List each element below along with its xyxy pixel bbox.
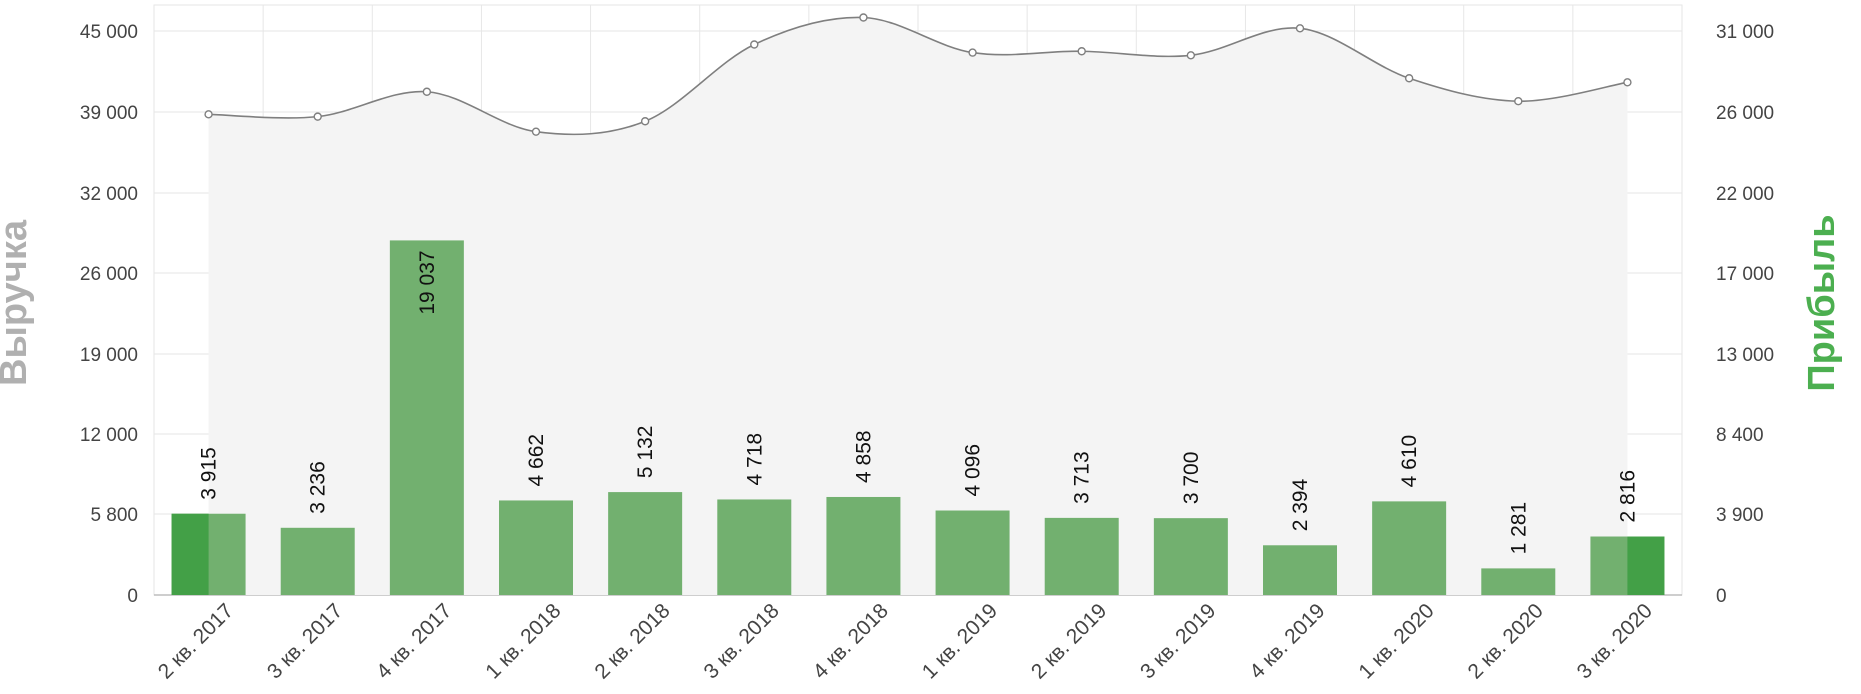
profit-data-label: 3 915 xyxy=(198,447,221,500)
x-tick-label: 1 кв. 2018 xyxy=(481,599,565,683)
right-tick-label: 0 xyxy=(1716,586,1727,607)
revenue-point[interactable] xyxy=(313,112,322,121)
right-tick-label: 17 000 xyxy=(1716,264,1774,285)
profit-bar[interactable] xyxy=(1263,545,1337,595)
revenue-line xyxy=(208,16,1628,136)
profit-bar-highlight xyxy=(171,513,209,595)
left-tick-label: 45 000 xyxy=(80,22,138,43)
profit-data-label: 4 662 xyxy=(525,434,548,487)
x-tick-label: 3 кв. 2019 xyxy=(1136,599,1220,683)
profit-data-label: 5 132 xyxy=(634,426,657,479)
profit-data-labels: 3 915 3 236 19 037 4 662 5 132 4 718 4 858 4 09… xyxy=(198,250,1640,554)
left-axis-ticks: 0 5 800 12 000 19 000 26 000 32 000 39 000 45 0… xyxy=(80,22,138,607)
revenue-point[interactable] xyxy=(640,117,650,126)
revenue-points xyxy=(204,13,1632,136)
revenue-point[interactable] xyxy=(1077,47,1086,56)
left-tick-label: 0 xyxy=(127,586,138,607)
profit-data-label: 3 236 xyxy=(307,461,330,514)
profit-bar[interactable] xyxy=(1372,501,1447,595)
left-tick-label: 5 800 xyxy=(90,505,138,526)
profit-data-label: 19 037 xyxy=(416,250,439,314)
profit-data-label: 3 700 xyxy=(1180,452,1203,505)
profit-bar[interactable] xyxy=(280,527,355,595)
profit-data-label: 1 281 xyxy=(1507,502,1530,555)
x-tick-label: 3 кв. 2017 xyxy=(263,599,347,683)
revenue-point[interactable] xyxy=(859,13,868,22)
revenue-point[interactable] xyxy=(750,40,759,49)
x-axis-ticks: 2 кв. 2017 3 кв. 2017 4 кв. 2017 1 кв. 2018… xyxy=(154,599,1657,683)
profit-data-label: 4 858 xyxy=(852,430,875,483)
profit-bar[interactable] xyxy=(499,500,573,595)
x-tick-label: 3 кв. 2020 xyxy=(1573,599,1657,683)
profit-data-label: 4 096 xyxy=(962,444,985,497)
revenue-area-fill xyxy=(208,17,1628,596)
profit-bar[interactable] xyxy=(608,492,683,595)
profit-bar-highlight xyxy=(1627,536,1665,595)
revenue-point[interactable] xyxy=(1404,74,1414,83)
x-tick-label: 2 кв. 2019 xyxy=(1027,599,1111,683)
left-tick-label: 32 000 xyxy=(80,184,138,205)
x-tick-label: 2 кв. 2017 xyxy=(154,599,238,683)
right-tick-label: 3 900 xyxy=(1716,505,1764,526)
revenue-point[interactable] xyxy=(531,127,541,136)
left-tick-label: 12 000 xyxy=(80,425,138,446)
x-tick-label: 2 кв. 2020 xyxy=(1463,599,1547,683)
profit-data-label: 4 718 xyxy=(743,433,766,486)
x-tick-label: 4 кв. 2019 xyxy=(1245,599,1329,683)
x-tick-label: 2 кв. 2018 xyxy=(590,599,674,683)
profit-data-label: 3 713 xyxy=(1071,451,1094,504)
revenue-point[interactable] xyxy=(1295,24,1305,33)
right-tick-label: 31 000 xyxy=(1716,22,1774,43)
profit-bar[interactable] xyxy=(1153,518,1228,595)
right-tick-label: 8 400 xyxy=(1716,425,1764,446)
right-axis-title: Прибыль xyxy=(1801,214,1843,391)
left-tick-label: 26 000 xyxy=(80,264,138,285)
x-tick-label: 4 кв. 2018 xyxy=(809,599,893,683)
x-tick-label: 4 кв. 2017 xyxy=(372,599,456,683)
profit-bar[interactable] xyxy=(1481,568,1556,595)
left-tick-label: 39 000 xyxy=(80,103,138,124)
revenue-point[interactable] xyxy=(1514,96,1523,106)
profit-bar[interactable] xyxy=(1044,517,1119,595)
x-tick-label: 3 кв. 2018 xyxy=(699,599,783,683)
right-tick-label: 26 000 xyxy=(1716,103,1774,124)
profit-bars xyxy=(171,240,1665,595)
revenue-point[interactable] xyxy=(968,48,977,57)
revenue-line-path xyxy=(208,16,1628,136)
revenue-point[interactable] xyxy=(422,87,432,96)
right-tick-label: 22 000 xyxy=(1716,184,1774,205)
x-tick-label: 1 кв. 2019 xyxy=(918,599,1002,683)
profit-bar[interactable] xyxy=(717,499,792,595)
profit-data-label: 4 610 xyxy=(1398,435,1421,488)
revenue-area xyxy=(208,17,1628,596)
revenue-point[interactable] xyxy=(1623,78,1632,87)
revenue-point[interactable] xyxy=(204,110,213,119)
profit-bar[interactable] xyxy=(826,496,901,595)
right-tick-label: 13 000 xyxy=(1716,345,1774,366)
profit-data-label: 2 816 xyxy=(1616,470,1639,523)
left-tick-label: 19 000 xyxy=(80,345,138,366)
profit-bar[interactable] xyxy=(389,240,464,595)
right-axis-ticks: 0 3 900 8 400 13 000 17 000 22 000 26 000 31 00… xyxy=(1716,22,1774,607)
left-axis-title: Выручка xyxy=(0,219,35,386)
revenue-point[interactable] xyxy=(1186,51,1196,60)
x-tick-label: 1 кв. 2020 xyxy=(1354,599,1438,683)
profit-bar[interactable] xyxy=(935,510,1010,595)
profit-data-label: 2 394 xyxy=(1289,478,1312,531)
